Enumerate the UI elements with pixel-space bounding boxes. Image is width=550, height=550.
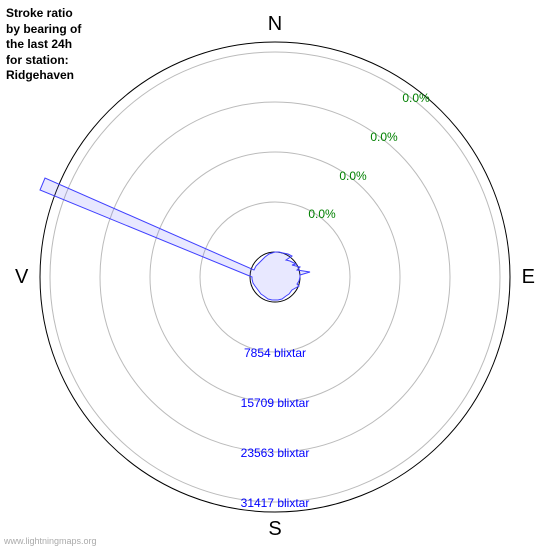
cardinal-label: V xyxy=(15,266,29,288)
upper-scale-group: 0.0% 0.0% 0.0% 0.0% xyxy=(308,91,430,221)
lower-scale-label: 31417 blixtar xyxy=(241,496,310,510)
lower-scale-label: 7854 blixtar xyxy=(244,346,306,360)
wind-rose-shape xyxy=(40,178,310,300)
upper-scale-label: 0.0% xyxy=(370,130,398,144)
lower-scale-label: 23563 blixtar xyxy=(241,446,310,460)
lower-scale-label: 15709 blixtar xyxy=(241,396,310,410)
polar-chart-container: Stroke ratio by bearing of the last 24h … xyxy=(0,0,550,550)
lower-scale-group: 7854 blixtar 15709 blixtar 23563 blixtar 31… xyxy=(241,346,310,510)
cardinal-label: N xyxy=(268,13,282,35)
upper-scale-label: 0.0% xyxy=(402,91,430,105)
upper-scale-label: 0.0% xyxy=(308,207,336,221)
cardinal-label: E xyxy=(522,266,535,288)
cardinal-label: S xyxy=(268,518,281,540)
credit-text: www.lightningmaps.org xyxy=(4,536,97,546)
upper-scale-label: 0.0% xyxy=(339,169,367,183)
polar-chart-svg: N E S V 0.0% 0.0% 0.0% 0.0% 7854 blixtar 15709 … xyxy=(0,0,550,550)
